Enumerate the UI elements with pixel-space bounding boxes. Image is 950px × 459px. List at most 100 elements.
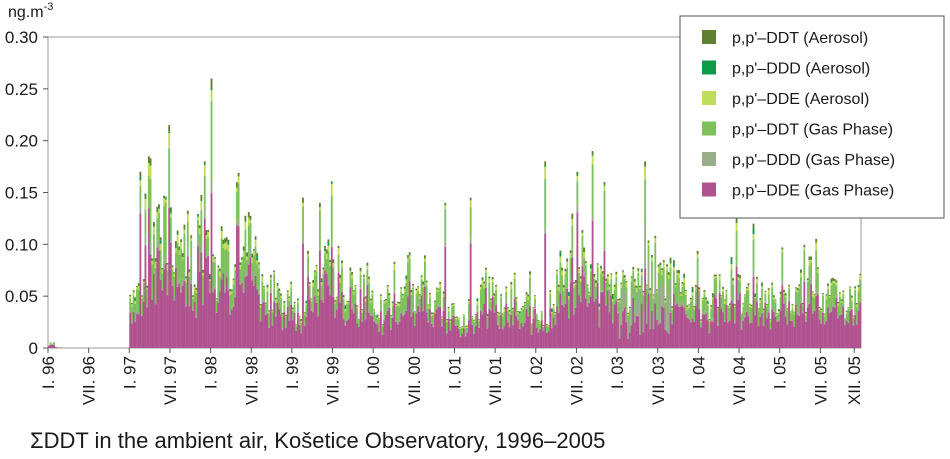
bar-stack xyxy=(750,304,753,348)
bar-segment xyxy=(236,187,238,193)
bar-segment xyxy=(539,327,542,330)
bar-segment xyxy=(676,274,679,301)
bar-segment xyxy=(185,278,188,283)
bar-segment xyxy=(567,295,570,300)
bar-segment xyxy=(302,197,304,203)
bar-segment xyxy=(498,327,501,329)
bar-segment xyxy=(335,297,338,300)
bar-segment xyxy=(410,289,413,293)
bar-segment xyxy=(285,317,287,327)
bar-segment xyxy=(437,307,440,348)
bar-segment xyxy=(507,319,509,323)
bar-segment xyxy=(613,304,616,348)
bar-stack xyxy=(705,297,708,348)
bar-segment xyxy=(271,324,274,327)
bar-segment xyxy=(361,310,364,313)
bar-segment xyxy=(683,275,685,278)
bar-segment xyxy=(689,322,692,348)
bar-segment xyxy=(610,273,613,275)
bar-segment xyxy=(425,282,428,287)
bar-segment xyxy=(308,294,311,300)
bar-segment xyxy=(300,319,303,321)
bar-segment xyxy=(637,271,640,273)
bar-segment xyxy=(640,271,643,276)
bar-stack xyxy=(391,301,394,348)
bar-segment xyxy=(778,311,780,314)
bar-segment xyxy=(739,293,741,348)
bar-segment xyxy=(759,302,762,314)
bar-segment xyxy=(696,257,699,284)
bar-segment xyxy=(136,287,138,290)
bar-segment xyxy=(474,314,477,315)
bar-segment xyxy=(364,298,367,302)
bar-segment xyxy=(427,308,430,322)
bar-segment xyxy=(134,297,137,299)
bar-segment xyxy=(405,275,408,278)
bar-stack xyxy=(732,278,735,348)
bar-segment xyxy=(193,301,196,348)
bar-segment xyxy=(395,321,398,348)
bar-stack xyxy=(132,290,135,348)
bar-segment xyxy=(259,321,262,348)
bar-segment xyxy=(540,312,543,314)
bar-segment xyxy=(466,326,469,328)
bar-segment xyxy=(312,280,315,283)
bar-stack xyxy=(769,319,772,348)
bar-segment xyxy=(217,302,220,348)
bar-stack xyxy=(825,294,828,348)
bar-segment xyxy=(440,326,443,348)
bar-segment xyxy=(593,276,596,279)
bar-segment xyxy=(510,289,513,312)
bar-segment xyxy=(278,288,281,291)
bar-stack xyxy=(437,288,440,348)
bar-segment xyxy=(588,294,591,302)
bar-segment xyxy=(639,308,641,335)
bar-segment xyxy=(254,239,257,247)
bar-segment xyxy=(158,208,160,209)
bar-segment xyxy=(711,322,714,348)
bar-segment xyxy=(854,312,857,315)
bar-segment xyxy=(503,308,506,312)
bar-segment xyxy=(691,314,694,319)
bar-segment xyxy=(337,245,340,248)
bar-stack xyxy=(58,347,60,348)
bar-segment xyxy=(381,324,384,325)
bar-segment xyxy=(793,312,796,315)
bar-stack xyxy=(498,312,501,348)
bar-stack xyxy=(696,250,699,348)
bar-segment xyxy=(625,322,628,348)
bar-segment xyxy=(725,294,728,303)
bar-stack xyxy=(466,325,469,348)
bar-segment xyxy=(205,239,208,256)
bar-segment xyxy=(813,310,816,348)
bar-segment xyxy=(708,333,711,348)
bar-segment xyxy=(412,310,414,313)
bar-segment xyxy=(130,321,133,324)
bar-segment xyxy=(842,303,845,307)
bar-segment xyxy=(739,281,741,291)
bar-segment xyxy=(696,250,699,254)
bar-segment xyxy=(610,296,613,348)
bar-segment xyxy=(381,326,384,334)
bar-segment xyxy=(261,303,264,348)
bar-stack xyxy=(739,275,741,348)
bar-segment xyxy=(171,281,174,286)
bar-segment xyxy=(612,323,614,348)
bar-segment xyxy=(776,321,779,348)
bar-segment xyxy=(234,269,237,292)
bar-segment xyxy=(720,308,723,348)
bar-segment xyxy=(728,320,731,348)
bar-segment xyxy=(237,172,240,176)
bar-segment xyxy=(657,267,660,274)
bar-segment xyxy=(774,300,777,303)
bar-segment xyxy=(810,259,813,263)
bar-segment xyxy=(495,304,497,348)
bar-stack xyxy=(263,286,265,348)
bar-stack xyxy=(180,239,182,348)
bar-segment xyxy=(757,308,760,310)
bar-segment xyxy=(513,278,516,297)
bar-segment xyxy=(273,271,276,275)
bar-segment xyxy=(818,319,821,348)
bar-segment xyxy=(740,315,743,328)
bar-segment xyxy=(833,279,836,281)
